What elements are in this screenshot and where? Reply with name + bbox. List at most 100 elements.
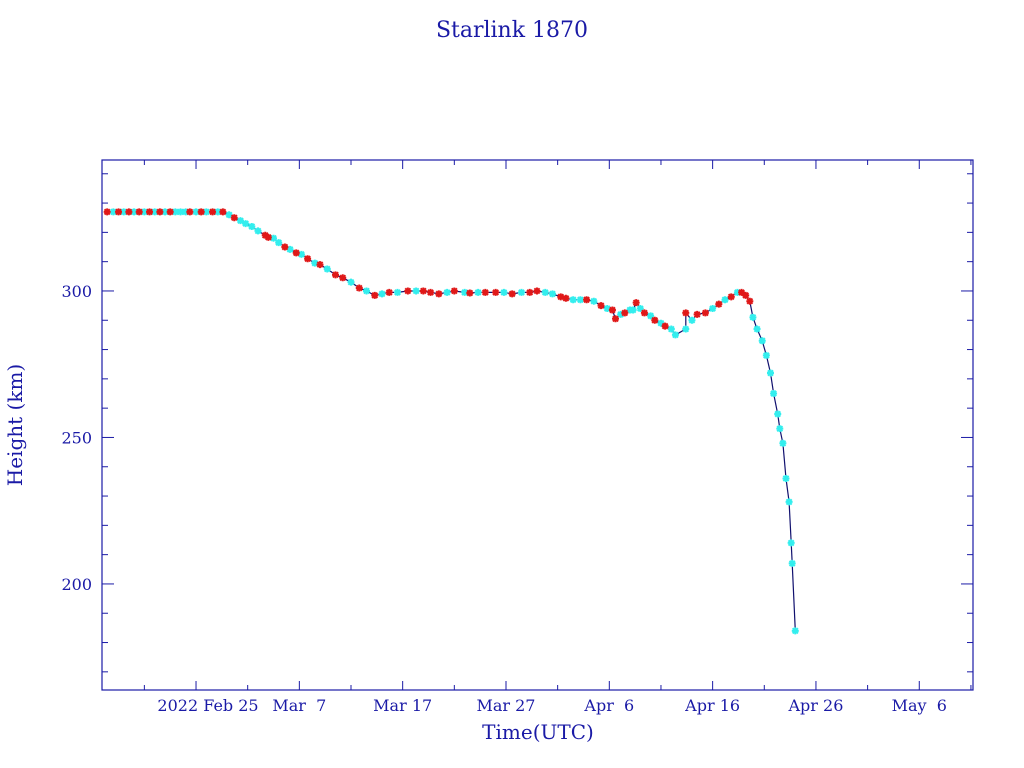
cyan-marker [500,288,508,296]
red-marker [746,297,754,305]
cyan-marker [788,559,796,567]
red-marker [583,296,591,304]
cyan-marker [202,208,210,216]
cyan-marker [733,288,741,296]
cyan-marker [749,313,757,321]
red-marker [156,208,164,216]
red-marker [230,214,238,222]
x-tick-label: Mar 17 [373,696,432,715]
x-tick-labels: 2022 Feb 25 Mar 7 Mar 17 Mar 27 Apr 6 Apr 16 A… [157,696,947,715]
red-marker [651,316,659,324]
red-marker [304,255,312,263]
red-marker [557,293,565,301]
red-marker [621,309,629,317]
axis-ticks [102,160,973,690]
red-marker [371,291,379,299]
cyan-marker [270,234,278,242]
cyan-marker [443,288,451,296]
red-marker [125,208,133,216]
red-marker [481,288,489,296]
x-tick-label: Mar 7 [272,696,326,715]
y-tick-label: 300 [61,282,92,301]
red-marker [742,291,750,299]
red-marker [597,302,605,310]
red-marker [419,287,427,295]
cyan-marker [412,287,420,295]
cyan-marker [617,310,625,318]
cyan-marker [236,217,244,225]
red-marker [209,208,217,216]
cyan-marker [171,208,179,216]
x-tick-label: May 6 [892,696,947,715]
cyan-marker [242,220,250,228]
red-marker [701,309,709,317]
cyan-marker [393,288,401,296]
cyan-marker [120,208,128,216]
cyan-marker [130,208,138,216]
red-marker [197,208,205,216]
red-marker [727,293,735,301]
cyan-marker [192,208,200,216]
height-line [107,211,796,631]
red-marker [738,288,746,296]
red-marker [562,294,570,302]
red-marker [427,288,435,296]
cyan-marker [363,287,371,295]
red-marker [661,322,669,330]
x-tick-label: Mar 27 [476,696,535,715]
cyan-marker [671,331,679,339]
red-marker [355,284,363,292]
red-marker [693,310,701,318]
cyan-marker [323,265,331,273]
red-marker [316,261,324,269]
cyan-marker [688,316,696,324]
red-marker [450,287,458,295]
red-marker [404,287,412,295]
cyan-marker [474,288,482,296]
red-marker [103,208,111,216]
cyan-marker [774,410,782,418]
cyan-marker [753,325,761,333]
cyan-marker [782,474,790,482]
x-tick-label: Apr 16 [684,696,740,715]
y-tick-labels: 200 250 300 [61,282,92,594]
cyan-marker [709,305,717,313]
cyan-marker [785,498,793,506]
cyan-marker [254,227,262,235]
red-marker [608,306,616,314]
cyan-marker [776,425,784,433]
x-tick-label: 2022 Feb 25 [157,696,258,715]
red-marker [115,208,123,216]
cyan-marker [576,296,584,304]
cyan-marker [182,208,190,216]
cyan-marker [721,296,729,304]
cyan-marker [275,239,283,247]
red-marker [508,290,516,298]
red-marker [135,208,143,216]
red-marker [466,289,474,297]
x-tick-label: Apr 26 [788,696,844,715]
cyan-marker [248,223,256,231]
cyan-marker [109,208,117,216]
cyan-marker [140,208,148,216]
red-marker [435,290,443,298]
cyan-marker [286,245,294,253]
cyan-marker [636,305,644,313]
cyan-marker [629,306,637,314]
red-marker [640,309,648,317]
red-marker [526,288,534,296]
cyan-marker [177,208,185,216]
x-tick-label: Apr 6 [583,696,634,715]
cyan-marker [311,259,319,267]
red-marker [612,315,620,323]
cyan-marker [569,296,577,304]
y-axis-label: Height (km) [3,364,27,486]
chart-title: Starlink 1870 [436,18,588,43]
red-marker [281,243,289,251]
cyan-marker [225,211,233,219]
red-marker [292,249,300,257]
cyan-marker [378,290,386,298]
cyan-marker [541,288,549,296]
cyan-marker [682,325,690,333]
